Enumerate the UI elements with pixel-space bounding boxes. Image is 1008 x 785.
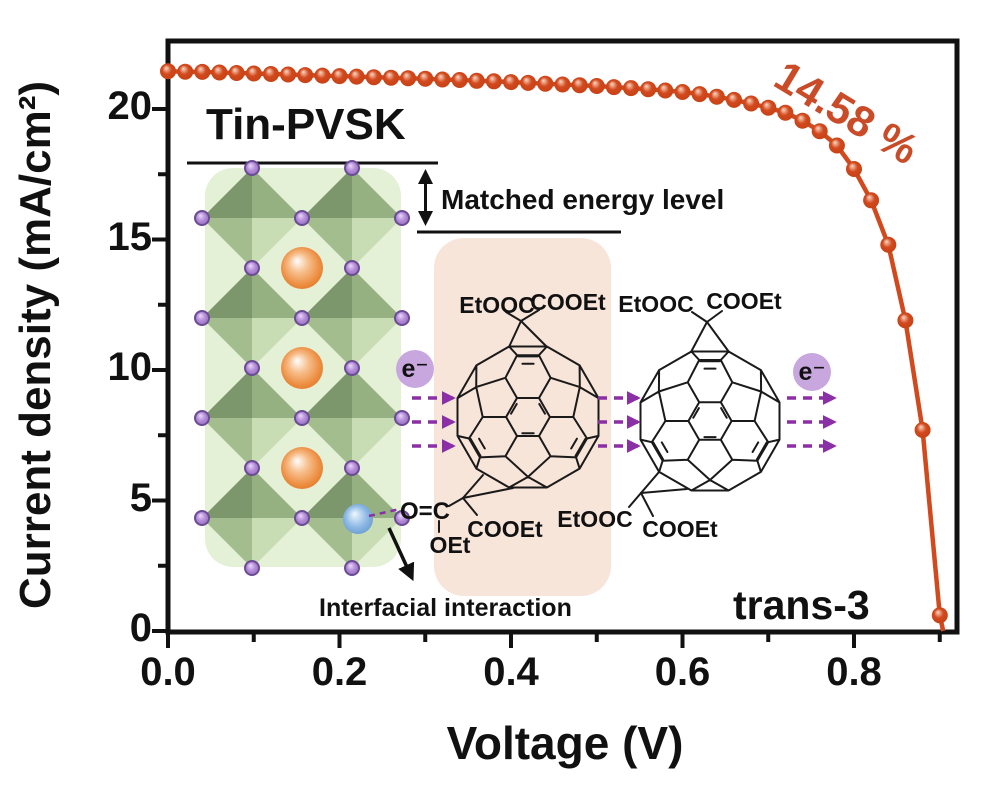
x-tick-label: 0.8: [826, 650, 882, 694]
perovskite-lattice: [194, 160, 410, 576]
fullerene-panel: [434, 238, 611, 596]
cation-sphere: [281, 347, 323, 389]
halide-dot: [194, 410, 210, 426]
y-tick-label: 15: [107, 214, 153, 259]
x-axis-title: Voltage (V): [446, 717, 684, 769]
y-tick-label: 10: [107, 345, 153, 389]
molecule1-ethoxy-label: OEt: [429, 532, 471, 558]
interfacial-bond-dashed: [368, 507, 401, 518]
jv-curve-markers: [160, 63, 948, 624]
halide-dot: [294, 210, 310, 226]
trans-3-label: trans-3: [733, 582, 870, 628]
fullerene-cage-1: [456, 345, 600, 489]
molecule1-ester-label-top-left: EtOOC: [459, 292, 535, 318]
axis-ticks: [152, 107, 942, 648]
halide-dot: [194, 510, 210, 526]
halide-dot: [294, 310, 310, 326]
halide-dot: [244, 160, 260, 176]
plot-frame: [165, 38, 960, 635]
cation-sphere: [281, 247, 323, 289]
molecule1-ester-label-bottom-right: COOEt: [467, 516, 543, 542]
malonate-bridges: [438, 309, 730, 533]
halide-dot: [244, 560, 260, 576]
halide-dot: [244, 460, 260, 476]
interfacial-pointer-arrow: [387, 527, 415, 582]
cation-sphere: [281, 447, 323, 489]
molecule1-carbonyl-label: O=C: [399, 498, 451, 525]
halide-dot: [244, 360, 260, 376]
y-tick-label: 0: [129, 606, 152, 650]
matched-energy-level-label: Matched energy level: [441, 184, 725, 215]
y-axis-title: Current density (mA/cm²): [11, 80, 60, 610]
molecule2-ester-label-bottom-left: EtOOC: [557, 506, 633, 532]
halide-dot: [394, 310, 410, 326]
defect-sphere: [343, 504, 373, 534]
y-tick-label: 5: [129, 475, 152, 520]
halide-dot: [294, 410, 310, 426]
fullerene-cage-2: [639, 350, 781, 492]
electron-flow-arrows: [412, 391, 837, 453]
halide-dot: [194, 310, 210, 326]
halide-dot: [344, 560, 360, 576]
x-tick-label: 0.6: [654, 650, 711, 694]
molecule2-ester-label-top-right: COOEt: [706, 288, 782, 314]
electron-badge-left: e⁻: [396, 350, 434, 388]
halide-dot: [344, 260, 360, 276]
halide-dot: [344, 360, 360, 376]
y-tick-label: 20: [107, 84, 153, 128]
molecule1-ester-label-top-right: COOEt: [530, 289, 606, 315]
halide-dot: [344, 460, 360, 476]
interfacial-interaction-label: Interfacial interaction: [319, 594, 572, 622]
perovskite-label: Tin-PVSK: [206, 100, 406, 149]
halide-dot: [394, 410, 410, 426]
halide-dot: [394, 510, 410, 526]
molecule2-ester-label-top-left: EtOOC: [618, 291, 694, 317]
halide-dot: [294, 510, 310, 526]
molecule2-ester-label-bottom-right: COOEt: [642, 516, 718, 542]
halide-dot: [194, 210, 210, 226]
electron-badge-right: e⁻: [793, 353, 831, 391]
halide-dot: [344, 160, 360, 176]
x-tick-label: 0.2: [311, 650, 368, 694]
x-tick-label: 0.0: [140, 650, 196, 694]
halide-dot: [244, 260, 260, 276]
x-tick-label: 0.4: [483, 650, 539, 694]
energy-level-bracket: [187, 161, 621, 234]
halide-dot: [394, 210, 410, 226]
